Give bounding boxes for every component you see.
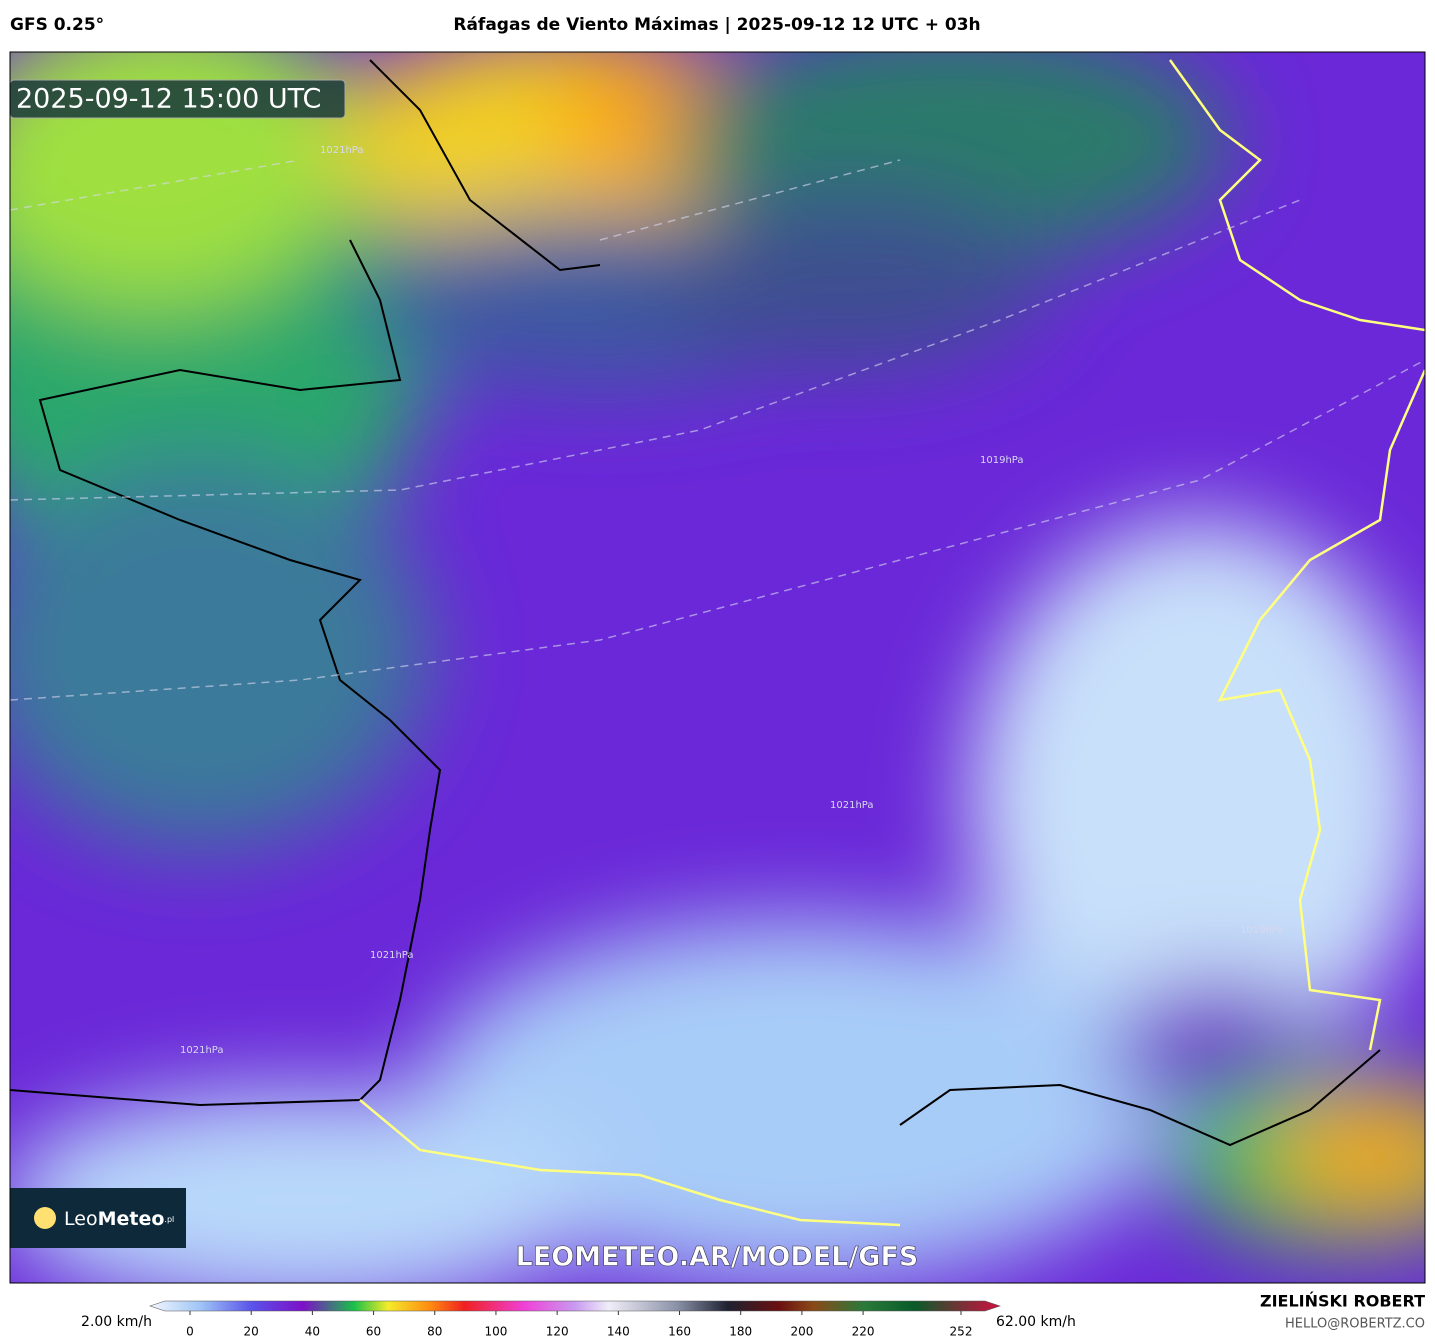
timestamp: 2025-09-12 15:00 UTC [16, 84, 321, 115]
colorbar-tick-label: 60 [366, 1325, 381, 1339]
colorbar-tick-label: 220 [852, 1325, 875, 1339]
colorbar-tick-label: 20 [244, 1325, 259, 1339]
isobar-label: 1019hPa [980, 455, 1024, 466]
isobar-label: 1021hPa [180, 1045, 224, 1056]
map-frame [9, 51, 1426, 1284]
colorbar-tick-label: 100 [484, 1325, 507, 1339]
colorbar-tick-label: 160 [668, 1325, 691, 1339]
isobar-label: 1019hPa [1240, 925, 1284, 936]
logo: LeoMeteo.pl [64, 1208, 174, 1230]
isobar-label: 1021hPa [830, 800, 874, 811]
colorbar-tick-label: 120 [546, 1325, 569, 1339]
email: HELLO@ROBERTZ.CO [1285, 1317, 1425, 1332]
title: Ráfagas de Viento Máximas | 2025-09-12 1… [453, 15, 980, 35]
colorbar-tick-label: 80 [427, 1325, 442, 1339]
colorbar-tick-label: 200 [790, 1325, 813, 1339]
model-label: GFS 0.25° [10, 15, 104, 35]
colorbar-tick-label: 252 [950, 1325, 973, 1339]
colorbar-tick-label: 180 [729, 1325, 752, 1339]
colorbar-min: 2.00 km/h [81, 1314, 152, 1330]
author: ZIELIŃSKI ROBERT [1260, 1292, 1425, 1311]
map: 1021hPa 1019hPa 1021hPa 1021hPa 1019hPa … [10, 52, 1425, 1283]
isobar-label: 1021hPa [370, 950, 414, 961]
colorbar [149, 1300, 1001, 1312]
colorbar-max: 62.00 km/h [996, 1314, 1076, 1330]
colorbar-tick-label: 0 [186, 1325, 194, 1339]
colorbar-tick-label: 40 [305, 1325, 320, 1339]
isobar-label: 1021hPa [320, 145, 364, 156]
colorbar-tick-label: 140 [607, 1325, 630, 1339]
watermark: LEOMETEO.AR/MODEL/GFS [516, 1242, 919, 1273]
